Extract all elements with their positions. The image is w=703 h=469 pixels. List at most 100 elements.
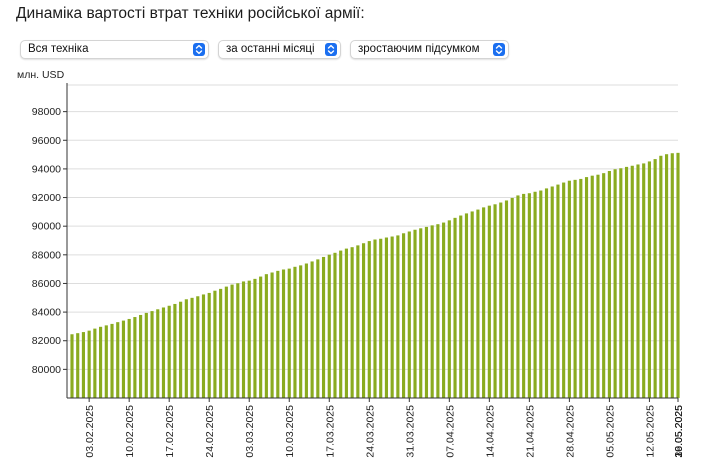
bar bbox=[133, 317, 137, 398]
bar bbox=[116, 322, 120, 398]
bar bbox=[241, 281, 246, 398]
x-tick-label: 17.02.2025 bbox=[164, 405, 176, 458]
bar bbox=[264, 274, 268, 398]
x-tick-label: 03.02.2025 bbox=[84, 405, 96, 458]
bar bbox=[299, 265, 303, 398]
bar bbox=[562, 182, 566, 398]
y-tick-label: 88000 bbox=[32, 249, 61, 261]
bar bbox=[310, 261, 314, 398]
equipment-select-value: Вся техніка bbox=[28, 43, 89, 55]
y-tick-label: 94000 bbox=[32, 163, 61, 175]
bar bbox=[419, 228, 423, 398]
bar bbox=[219, 288, 223, 398]
bar bbox=[207, 292, 211, 398]
x-tick-label: 10.03.2025 bbox=[284, 405, 296, 458]
bar bbox=[676, 152, 680, 398]
bar bbox=[602, 173, 606, 398]
bar bbox=[110, 323, 114, 398]
mode-select[interactable]: зростаючим підсумком bbox=[350, 40, 509, 59]
mode-select-value: зростаючим підсумком bbox=[358, 43, 480, 55]
bar bbox=[367, 241, 371, 398]
bar bbox=[590, 175, 594, 398]
bar bbox=[321, 256, 326, 398]
bar bbox=[402, 233, 406, 398]
bar bbox=[104, 325, 108, 398]
bar bbox=[270, 272, 274, 398]
bar bbox=[190, 297, 194, 398]
x-tick-label: 19.05.2025 bbox=[673, 405, 685, 458]
bar bbox=[430, 225, 434, 398]
x-tick-label: 05.05.2025 bbox=[604, 405, 616, 458]
bar bbox=[259, 276, 263, 398]
bar bbox=[567, 180, 571, 398]
bar bbox=[476, 209, 480, 398]
bar bbox=[316, 259, 320, 398]
bar bbox=[653, 159, 657, 398]
bar bbox=[356, 245, 360, 398]
bar bbox=[156, 309, 160, 398]
x-tick-label: 07.04.2025 bbox=[444, 405, 456, 458]
bar bbox=[184, 299, 188, 398]
bar bbox=[161, 307, 166, 398]
bar bbox=[276, 270, 280, 398]
y-tick-label: 84000 bbox=[32, 307, 61, 319]
bar bbox=[516, 195, 520, 398]
chevron-up-down-icon bbox=[193, 43, 205, 56]
bar bbox=[76, 333, 80, 398]
bar bbox=[527, 193, 531, 398]
bar bbox=[253, 278, 257, 398]
bar bbox=[584, 177, 589, 398]
bar bbox=[344, 248, 348, 398]
x-tick-label: 24.02.2025 bbox=[204, 405, 216, 458]
bar bbox=[87, 330, 91, 398]
y-tick-label: 86000 bbox=[32, 278, 61, 290]
bar bbox=[350, 247, 354, 398]
bar bbox=[173, 303, 177, 398]
y-tick-label: 80000 bbox=[32, 364, 61, 376]
bar bbox=[596, 174, 600, 398]
x-tick-label: 17.03.2025 bbox=[324, 405, 336, 458]
bar bbox=[493, 204, 497, 398]
chevron-up-down-icon bbox=[325, 43, 337, 56]
bar bbox=[167, 305, 171, 398]
bar bbox=[224, 286, 228, 398]
bar bbox=[327, 254, 331, 398]
bar bbox=[659, 155, 663, 398]
bar bbox=[361, 243, 366, 398]
bar bbox=[93, 328, 97, 398]
bar bbox=[533, 191, 537, 398]
x-tick-label: 30.05.2025 bbox=[673, 405, 685, 458]
y-axis-label: млн. USD bbox=[17, 69, 65, 81]
bar bbox=[413, 229, 417, 398]
bar bbox=[281, 269, 286, 398]
bar bbox=[579, 178, 583, 398]
x-tick-label: 21.04.2025 bbox=[524, 405, 536, 458]
bar bbox=[630, 165, 634, 398]
bar bbox=[407, 231, 411, 398]
bar bbox=[664, 154, 669, 398]
bar bbox=[436, 224, 440, 398]
bar bbox=[487, 205, 491, 398]
equipment-select[interactable]: Вся техніка bbox=[20, 40, 209, 59]
bar bbox=[442, 222, 446, 398]
bar bbox=[544, 188, 549, 398]
bar bbox=[139, 314, 143, 398]
bar bbox=[70, 334, 74, 398]
bar bbox=[384, 237, 389, 398]
period-select[interactable]: за останні місяці bbox=[218, 40, 341, 59]
bar bbox=[499, 202, 503, 398]
x-tick-label: 14.04.2025 bbox=[484, 405, 496, 458]
x-tick-label: 24.03.2025 bbox=[364, 405, 376, 458]
bar bbox=[619, 168, 623, 398]
chevron-up-down-icon bbox=[493, 43, 505, 56]
y-tick-label: 98000 bbox=[32, 106, 61, 118]
y-tick-label: 92000 bbox=[32, 192, 61, 204]
x-tick-label: 26.05.2025 bbox=[673, 405, 685, 458]
bar bbox=[464, 213, 469, 398]
bar bbox=[482, 207, 486, 398]
page-title: Динаміка вартості втрат техніки російськ… bbox=[16, 5, 365, 22]
bar bbox=[510, 197, 514, 398]
y-tick-label: 90000 bbox=[32, 221, 61, 233]
x-tick-label: 31.03.2025 bbox=[404, 405, 416, 458]
